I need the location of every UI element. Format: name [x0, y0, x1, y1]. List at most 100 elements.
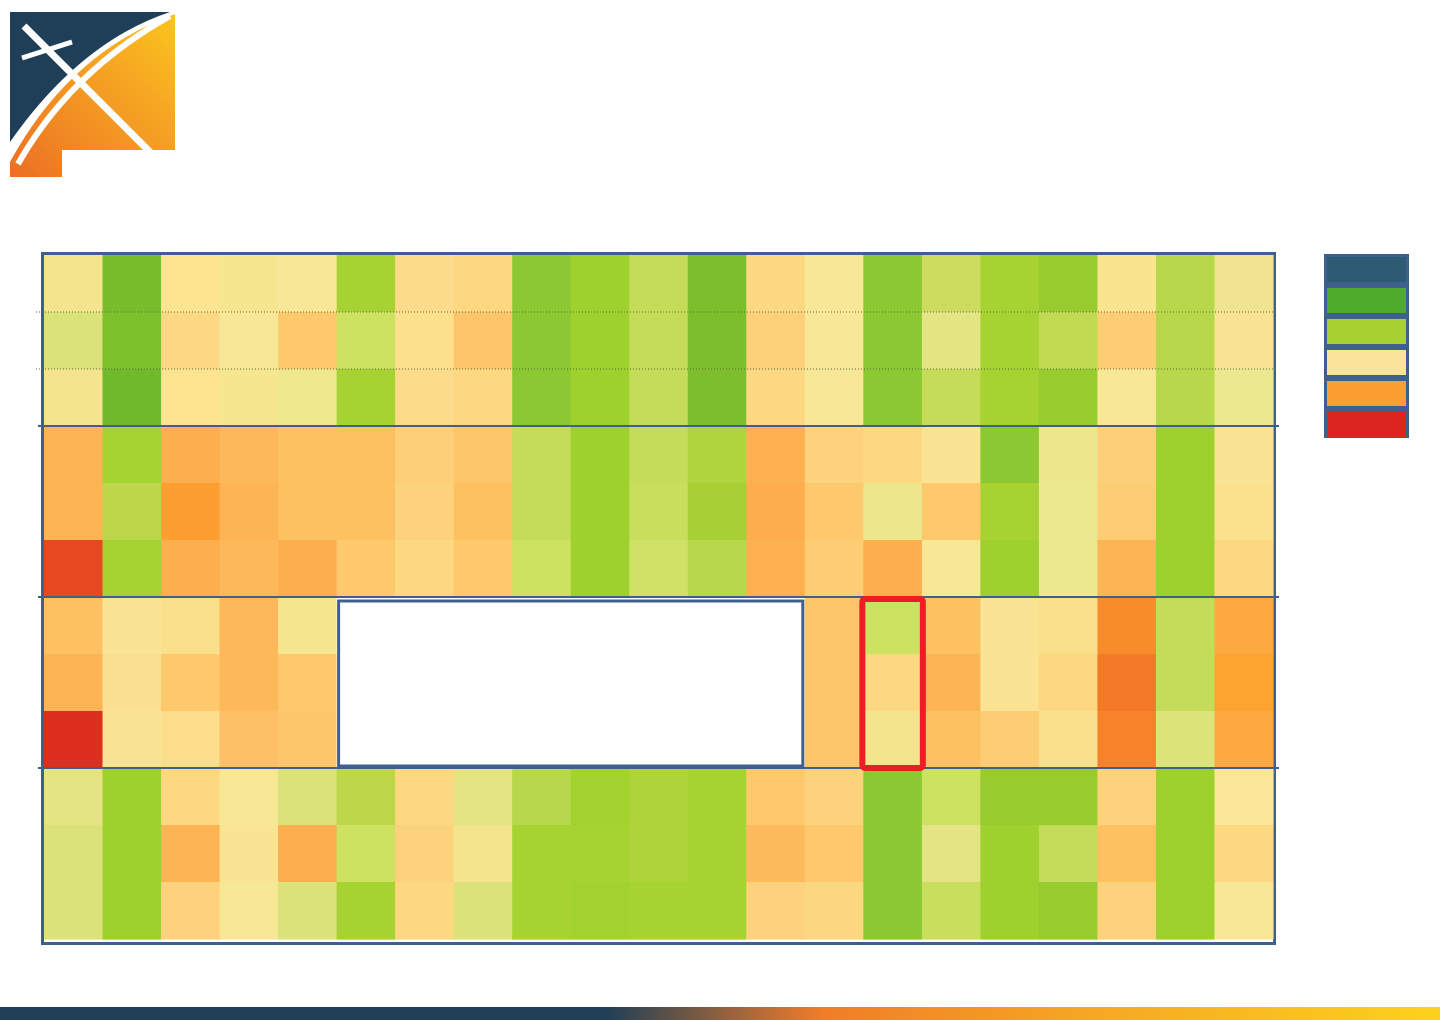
- heatmap-cell: [863, 597, 923, 655]
- highlight-box: [859, 596, 926, 771]
- heatmap-cell: [1155, 597, 1216, 655]
- heatmap-cell: [44, 597, 104, 655]
- heatmap-cell: [1097, 255, 1157, 313]
- heatmap-cell: [102, 483, 162, 541]
- heatmap-cell: [1038, 654, 1099, 712]
- heatmap-cell: [570, 825, 630, 883]
- heatmap-cell: [512, 483, 572, 541]
- heatmap-cell: [1214, 426, 1274, 484]
- heatmap-cell: [278, 255, 338, 313]
- heatmap-cell: [687, 825, 747, 883]
- heatmap-cell: [1038, 825, 1099, 883]
- heatmap-cell: [804, 426, 864, 484]
- heatmap-cell: [395, 768, 455, 826]
- heatmap-cell: [219, 426, 279, 484]
- heatmap-cell: [278, 654, 338, 712]
- heatmap-cell: [1038, 369, 1099, 427]
- heatmap-cell: [804, 312, 864, 370]
- legend-swatch-2: [1327, 319, 1406, 344]
- heatmap-cell: [219, 711, 279, 769]
- heatmap-cell: [395, 540, 455, 598]
- heatmap-cell: [102, 540, 162, 598]
- heatmap-cell: [687, 768, 747, 826]
- heatmap-cell: [1214, 483, 1274, 541]
- legend-swatch-0: [1327, 257, 1406, 282]
- heatmap-cell: [512, 768, 572, 826]
- heatmap-cell: [804, 483, 864, 541]
- heatmap-cell: [278, 825, 338, 883]
- heatmap-cell: [219, 312, 279, 370]
- heatmap-cell: [629, 312, 689, 370]
- heatmap-cell: [570, 483, 630, 541]
- heatmap-cell: [921, 540, 981, 598]
- heatmap-cell: [570, 255, 630, 313]
- heatmap-cell: [219, 255, 279, 313]
- heatmap-cell: [395, 255, 455, 313]
- heatmap-cell: [863, 369, 923, 427]
- heatmap-cell: [1038, 540, 1099, 598]
- heatmap-cell: [687, 483, 747, 541]
- heatmap-cell: [1214, 654, 1274, 712]
- heatmap-cell: [863, 825, 923, 883]
- heatmap-cell: [512, 369, 572, 427]
- heatmap-cell: [161, 312, 221, 370]
- heatmap-cell: [219, 483, 279, 541]
- heatmap-cell: [44, 768, 104, 826]
- heatmap-cell: [1214, 369, 1274, 427]
- heatmap-cell: [278, 483, 338, 541]
- heatmap-cell: [863, 426, 923, 484]
- heatmap-cell: [629, 483, 689, 541]
- heatmap-cell: [746, 825, 806, 883]
- heatmap-cell: [395, 882, 455, 940]
- heatmap-cell: [570, 540, 630, 598]
- heatmap-cell: [336, 483, 396, 541]
- heatmap-cell: [921, 483, 981, 541]
- heatmap-cell: [629, 882, 689, 940]
- heatmap-cell: [512, 426, 572, 484]
- heatmap-cell: [336, 255, 396, 313]
- heatmap-cell: [161, 540, 221, 598]
- heatmap-cell: [921, 597, 981, 655]
- heatmap-cell: [1155, 882, 1216, 940]
- heatmap-cell: [161, 825, 221, 883]
- heatmap-cell: [921, 654, 981, 712]
- heatmap-cell: [512, 882, 572, 940]
- heatmap-cell: [863, 711, 923, 769]
- heatmap-cell: [395, 369, 455, 427]
- heatmap-cell: [1214, 825, 1274, 883]
- heatmap-cell: [1097, 426, 1157, 484]
- heatmap-cell: [921, 768, 981, 826]
- heatmap-cell: [570, 426, 630, 484]
- heatmap-cell: [1097, 825, 1157, 883]
- heatmap-cell: [161, 711, 221, 769]
- heatmap-cell: [44, 711, 104, 769]
- heatmap-cell: [395, 312, 455, 370]
- heatmap-cell: [804, 540, 864, 598]
- heatmap-cell: [278, 597, 338, 655]
- heatmap-cell: [44, 540, 104, 598]
- heatmap-cell: [161, 597, 221, 655]
- heatmap-cell: [44, 255, 104, 313]
- heatmap-cell: [687, 882, 747, 940]
- heatmap-cell: [1155, 312, 1216, 370]
- heatmap-cell: [921, 825, 981, 883]
- heatmap-cell: [804, 255, 864, 313]
- heatmap-cell: [102, 255, 162, 313]
- heatmap-cell: [336, 369, 396, 427]
- heatmap-cell: [863, 255, 923, 313]
- heatmap-cell: [1038, 312, 1099, 370]
- heatmap-cell: [746, 540, 806, 598]
- heatmap-cell: [746, 255, 806, 313]
- heatmap-cell: [453, 882, 513, 940]
- heatmap-cell: [921, 711, 981, 769]
- heatmap-cell: [1038, 483, 1099, 541]
- heatmap-cell: [1097, 711, 1157, 769]
- heatmap-cell: [804, 654, 864, 712]
- heatmap-cell: [921, 426, 981, 484]
- heatmap-cell: [921, 882, 981, 940]
- legend-swatch-4: [1327, 381, 1406, 406]
- heatmap-cell: [453, 768, 513, 826]
- heatmap-cell: [453, 255, 513, 313]
- heatmap-cell: [1214, 711, 1274, 769]
- heatmap-cell: [1155, 711, 1216, 769]
